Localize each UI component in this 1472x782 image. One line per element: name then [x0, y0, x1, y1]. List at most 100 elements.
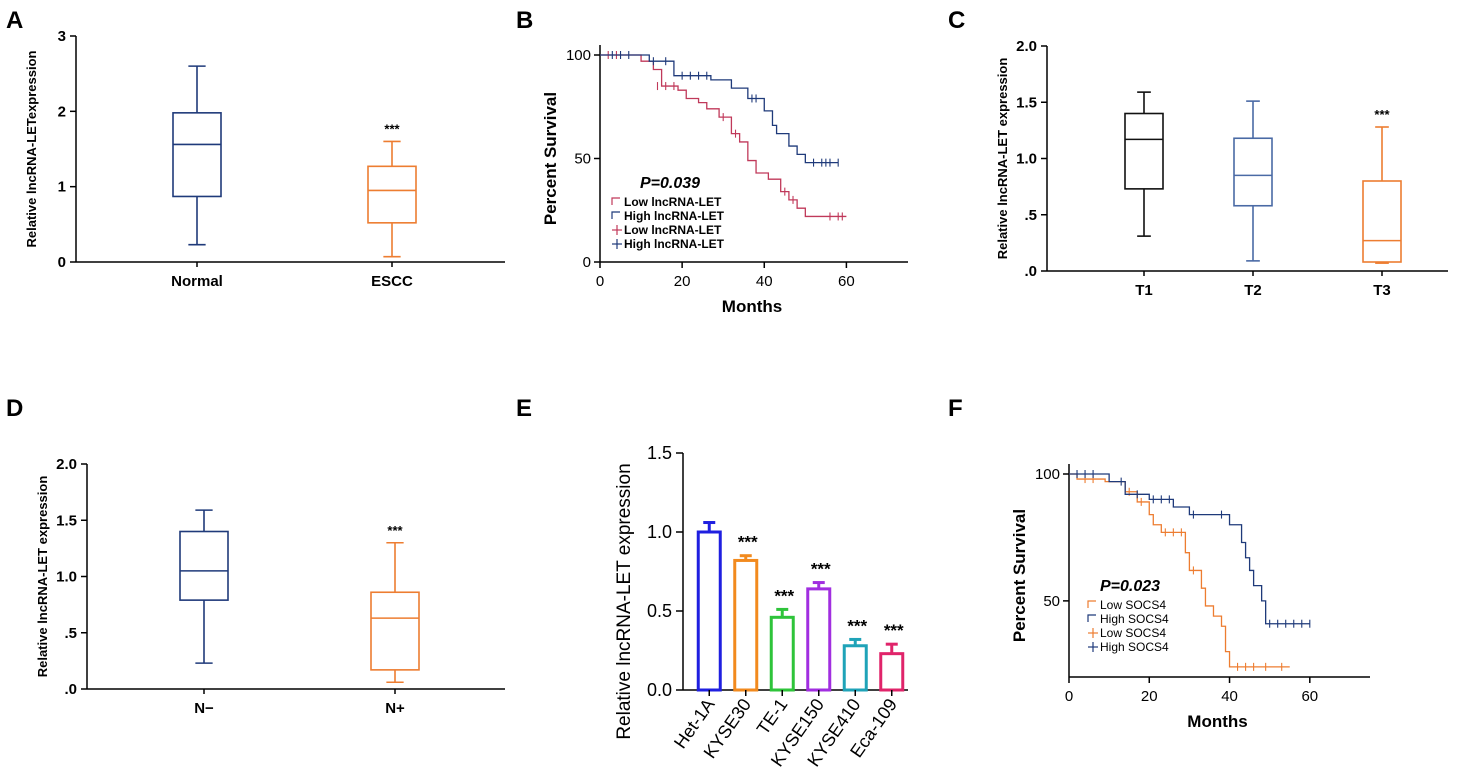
panel-a-significance-stars: *** [384, 121, 400, 136]
panel-letter-f: F [948, 395, 963, 422]
panel-e-y-axis-title: Relative lncRNA-LET expression [614, 463, 635, 739]
panel-a-box-1 [172, 65, 222, 246]
panel-f-legend-label: Low SOCS4 [1100, 626, 1166, 640]
panel-c-x-tick-label: T3 [1373, 282, 1391, 299]
panel-a-y-axis-title: Relative lncRNA-LETexpression [24, 50, 39, 247]
panel-b-x-tick-label: 0 [596, 273, 604, 290]
panel-letter-a: A [6, 7, 23, 34]
panel-b-x-tick-label: 20 [674, 273, 691, 290]
panel-d-x-tick-label: N+ [385, 700, 405, 717]
iqr-box [1124, 112, 1164, 190]
panel-a-y-tick-label: 3 [58, 28, 66, 45]
panel-f-x-tick-label: 20 [1141, 688, 1158, 705]
panel-f-y-tick-label: 50 [1043, 593, 1060, 610]
panel-b-legend-symbol [611, 211, 620, 219]
iqr-box [370, 591, 420, 671]
panel-e-y-tick-label: 1.5 [647, 443, 672, 463]
panel-c-significance-stars: *** [1374, 107, 1390, 122]
panel-b-x-axis-title: Months [722, 297, 782, 316]
panel-f-legend-symbol [1087, 600, 1096, 608]
panel-d-y-tick-label: 2.0 [56, 456, 77, 473]
panel-e-significance-stars: *** [811, 560, 831, 579]
panel-b-chart: 0 20 40 60 0 50 100 Months Percent Survival P=0.0… [541, 45, 908, 316]
panel-letter-c: C [948, 7, 965, 34]
panel-letter-b: B [516, 7, 533, 34]
panel-d-box-1 [179, 509, 229, 664]
panel-f-curve-high [1069, 473, 1310, 625]
panel-b-legend-label: High lncRNA-LET [624, 237, 725, 251]
panel-c-y-tick-label: 2.0 [1016, 38, 1037, 55]
panel-e-bar-kyse150 [806, 587, 832, 692]
panel-letter-e: E [516, 395, 532, 422]
panel-f-legend-label: High SOCS4 [1100, 612, 1169, 626]
panel-e-bar-kyse30 [733, 558, 759, 692]
panel-f-y-axis-title: Percent Survival [1010, 509, 1029, 642]
panel-f-x-tick-label: 0 [1065, 688, 1073, 705]
panel-b-y-tick-label: 0 [583, 254, 591, 271]
panel-e-significance-stars: *** [774, 586, 794, 605]
panel-f-x-tick-label: 40 [1221, 688, 1238, 705]
panel-e-significance-stars: *** [738, 533, 758, 552]
panel-d-box-2 [370, 541, 420, 684]
panel-b-curve-low [600, 54, 847, 218]
panel-c-chart: .0 .5 1.0 1.5 2.0 Relative lncRNA-LET express… [995, 38, 1448, 299]
panel-f-p-value: P=0.023 [1100, 578, 1160, 595]
panel-b-legend-label: Low lncRNA-LET [624, 223, 722, 237]
panel-f-chart: 0 20 40 60 50 100 Months Percent Survival P=0.02… [1010, 464, 1370, 731]
panel-c-box-2 [1233, 100, 1273, 262]
panel-b-y-tick-label: 100 [566, 47, 591, 64]
panel-c-y-axis-title: Relative lncRNA-LET expression [995, 58, 1010, 260]
panel-b-x-tick-label: 40 [756, 273, 773, 290]
panel-e-bar-eca-109 [879, 652, 905, 692]
panel-a-x-tick-label: ESCC [371, 273, 413, 290]
panel-b-legend-symbol [611, 197, 620, 205]
panel-e-significance-stars: *** [847, 616, 867, 635]
panel-d-y-tick-label: .5 [64, 625, 77, 642]
panel-c-x-tick-label: T1 [1135, 282, 1153, 299]
panel-b-legend-label: Low lncRNA-LET [624, 195, 722, 209]
panel-f-legend-symbol [1087, 614, 1096, 622]
panel-b-legend-label: High lncRNA-LET [624, 209, 725, 223]
panel-a-chart: 0 1 2 3 Relative lncRNA-LETexpression Normal *… [24, 28, 505, 290]
panel-c-y-tick-label: 1.5 [1016, 94, 1037, 111]
panel-d-x-tick-label: N− [194, 700, 214, 717]
panel-e-bar-kyse410 [842, 644, 868, 692]
panel-a-y-tick-label: 2 [58, 103, 66, 120]
panel-a-y-tick-label: 0 [58, 254, 66, 271]
iqr-box [179, 530, 229, 601]
panel-e-y-tick-label: 0.0 [647, 680, 672, 700]
panel-b-y-tick-label: 50 [574, 151, 591, 168]
panel-b-p-value: P=0.039 [640, 175, 700, 192]
panel-e-chart: 0.0 0.5 1.0 1.5 Relative lncRNA-LET expressi… [614, 443, 908, 770]
panel-b-y-axis-title: Percent Survival [541, 92, 560, 225]
iqr-box [367, 165, 417, 224]
iqr-box [172, 112, 222, 198]
panel-a-x-tick-label: Normal [171, 273, 223, 290]
panel-letter-d: D [6, 395, 23, 422]
panel-b-curve-high [600, 54, 839, 164]
panel-c-y-tick-label: 1.0 [1016, 151, 1037, 168]
panel-a-box-2 [367, 140, 417, 258]
panel-d-y-tick-label: .0 [64, 681, 77, 698]
panel-d-y-tick-label: 1.5 [56, 512, 77, 529]
panel-d-chart: .0 .5 1.0 1.5 2.0 Relative lncRNA-LET express… [35, 456, 505, 717]
panel-c-y-tick-label: .5 [1024, 207, 1037, 224]
panel-f-x-axis-title: Months [1187, 712, 1247, 731]
iqr-box [1362, 180, 1402, 263]
panel-c-x-tick-label: T2 [1244, 282, 1262, 299]
panel-d-significance-stars: *** [387, 523, 403, 538]
panel-e-y-tick-label: 1.0 [647, 522, 672, 542]
panel-e-y-tick-label: 0.5 [647, 601, 672, 621]
panel-f-x-tick-label: 60 [1301, 688, 1318, 705]
panel-c-box-1 [1124, 91, 1164, 237]
panel-f-y-tick-label: 100 [1035, 466, 1060, 483]
panel-d-y-tick-label: 1.0 [56, 569, 77, 586]
panel-b-x-tick-label: 60 [838, 273, 855, 290]
panel-e-bar-het-1a [696, 530, 722, 692]
panel-c-box-3 [1362, 126, 1402, 264]
panel-e-significance-stars: *** [884, 621, 904, 640]
panel-e-bar-te-1 [769, 615, 795, 692]
panel-a-y-tick-label: 1 [58, 179, 66, 196]
panel-d-y-axis-title: Relative lncRNA-LET expression [35, 476, 50, 678]
